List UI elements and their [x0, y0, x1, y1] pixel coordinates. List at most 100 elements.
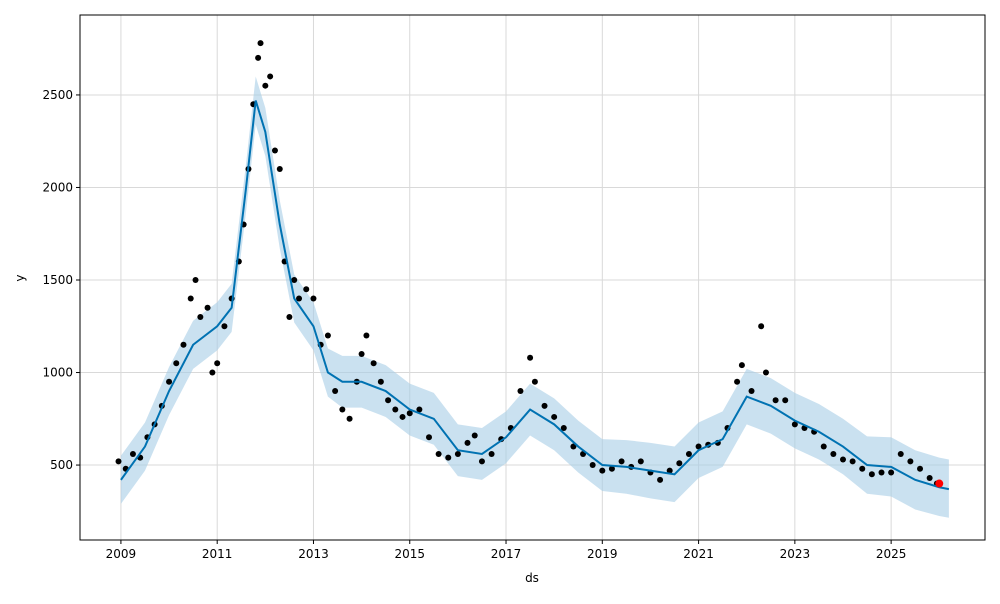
observed-point [676, 460, 683, 467]
observed-point [197, 314, 204, 321]
forecast-line [120, 100, 950, 491]
observed-point [878, 469, 885, 476]
observed-point [262, 82, 269, 89]
observed-point [445, 454, 452, 461]
observed-point [762, 369, 769, 376]
observed-point [608, 465, 615, 472]
observed-point [907, 458, 914, 465]
observed-point [377, 378, 384, 385]
x-tick-label: 2023 [780, 547, 811, 561]
y-tick-label: 1000 [42, 366, 73, 380]
x-tick-label: 2011 [202, 547, 233, 561]
observed-point [406, 410, 413, 417]
observed-point [267, 73, 274, 80]
observed-point [310, 295, 317, 302]
observed-point [897, 450, 904, 457]
observed-point [187, 295, 194, 302]
observed-point [257, 40, 264, 47]
uncertainty-band [120, 76, 949, 518]
y-tick-label: 500 [50, 458, 73, 472]
observed-point [618, 458, 625, 465]
x-tick-label: 2015 [394, 547, 425, 561]
observed-point [917, 465, 924, 472]
observed-point [435, 450, 442, 457]
observed-point [286, 314, 293, 321]
observed-point [214, 360, 221, 367]
observed-point [221, 323, 228, 330]
observed-point [758, 323, 765, 330]
observed-point [849, 458, 856, 465]
observed-point [291, 276, 298, 283]
observed-point [392, 406, 399, 413]
observed-point [204, 304, 211, 311]
y-axis-label: y [13, 274, 27, 281]
observed-point [209, 369, 216, 376]
observed-point [868, 471, 875, 478]
observed-point [820, 443, 827, 450]
observed-point [370, 360, 377, 367]
observed-point [734, 378, 741, 385]
observed-point [685, 450, 692, 457]
observed-point [173, 360, 180, 367]
observed-point [517, 388, 524, 395]
observed-point [589, 462, 596, 469]
observed-point [560, 425, 567, 432]
observed-point [399, 413, 406, 420]
observed-point [531, 378, 538, 385]
x-tick-label: 2019 [587, 547, 618, 561]
observed-point [695, 443, 702, 450]
observed-point [551, 413, 558, 420]
y-tick-label: 1500 [42, 273, 73, 287]
observed-point [839, 456, 846, 463]
observed-point [363, 332, 370, 339]
observed-point [570, 443, 577, 450]
x-axis-label: ds [525, 571, 539, 585]
y-tick-label: 2000 [42, 180, 73, 194]
x-tick-label: 2017 [491, 547, 522, 561]
observed-point [192, 276, 199, 283]
observed-point [454, 450, 461, 457]
observed-point [276, 165, 283, 172]
observed-point [772, 397, 779, 404]
observed-point [830, 450, 837, 457]
observed-point [166, 378, 173, 385]
observed-point [637, 458, 644, 465]
y-tick-label: 2500 [42, 88, 73, 102]
x-tick-label: 2025 [876, 547, 907, 561]
observed-point [478, 458, 485, 465]
observed-point [303, 286, 310, 293]
observed-point [115, 458, 122, 465]
observed-point [599, 467, 606, 474]
observed-point [385, 397, 392, 404]
observed-point [332, 388, 339, 395]
observed-point [926, 475, 933, 482]
observed-point [346, 415, 353, 422]
observed-point [888, 469, 895, 476]
observed-point [791, 421, 798, 428]
x-tick-label: 2021 [683, 547, 714, 561]
observed-point [339, 406, 346, 413]
x-tick-label: 2009 [106, 547, 137, 561]
highlight-point [935, 479, 944, 488]
observed-point [426, 434, 433, 441]
observed-point [255, 54, 262, 61]
observed-point [180, 341, 187, 348]
observed-point [657, 476, 664, 483]
observed-point [324, 332, 331, 339]
observed-point [527, 354, 534, 361]
observed-point [296, 295, 303, 302]
observed-point [358, 351, 365, 358]
observed-point [471, 432, 478, 439]
observed-point [416, 406, 423, 413]
observed-point [541, 402, 548, 409]
observed-point [129, 450, 136, 457]
observed-point [666, 467, 673, 474]
observed-point [859, 465, 866, 472]
plot-frame [79, 14, 986, 541]
observed-point [488, 450, 495, 457]
x-tick-label: 2013 [298, 547, 329, 561]
observed-point [738, 362, 745, 369]
observed-point [782, 397, 789, 404]
observed-point [464, 439, 471, 446]
